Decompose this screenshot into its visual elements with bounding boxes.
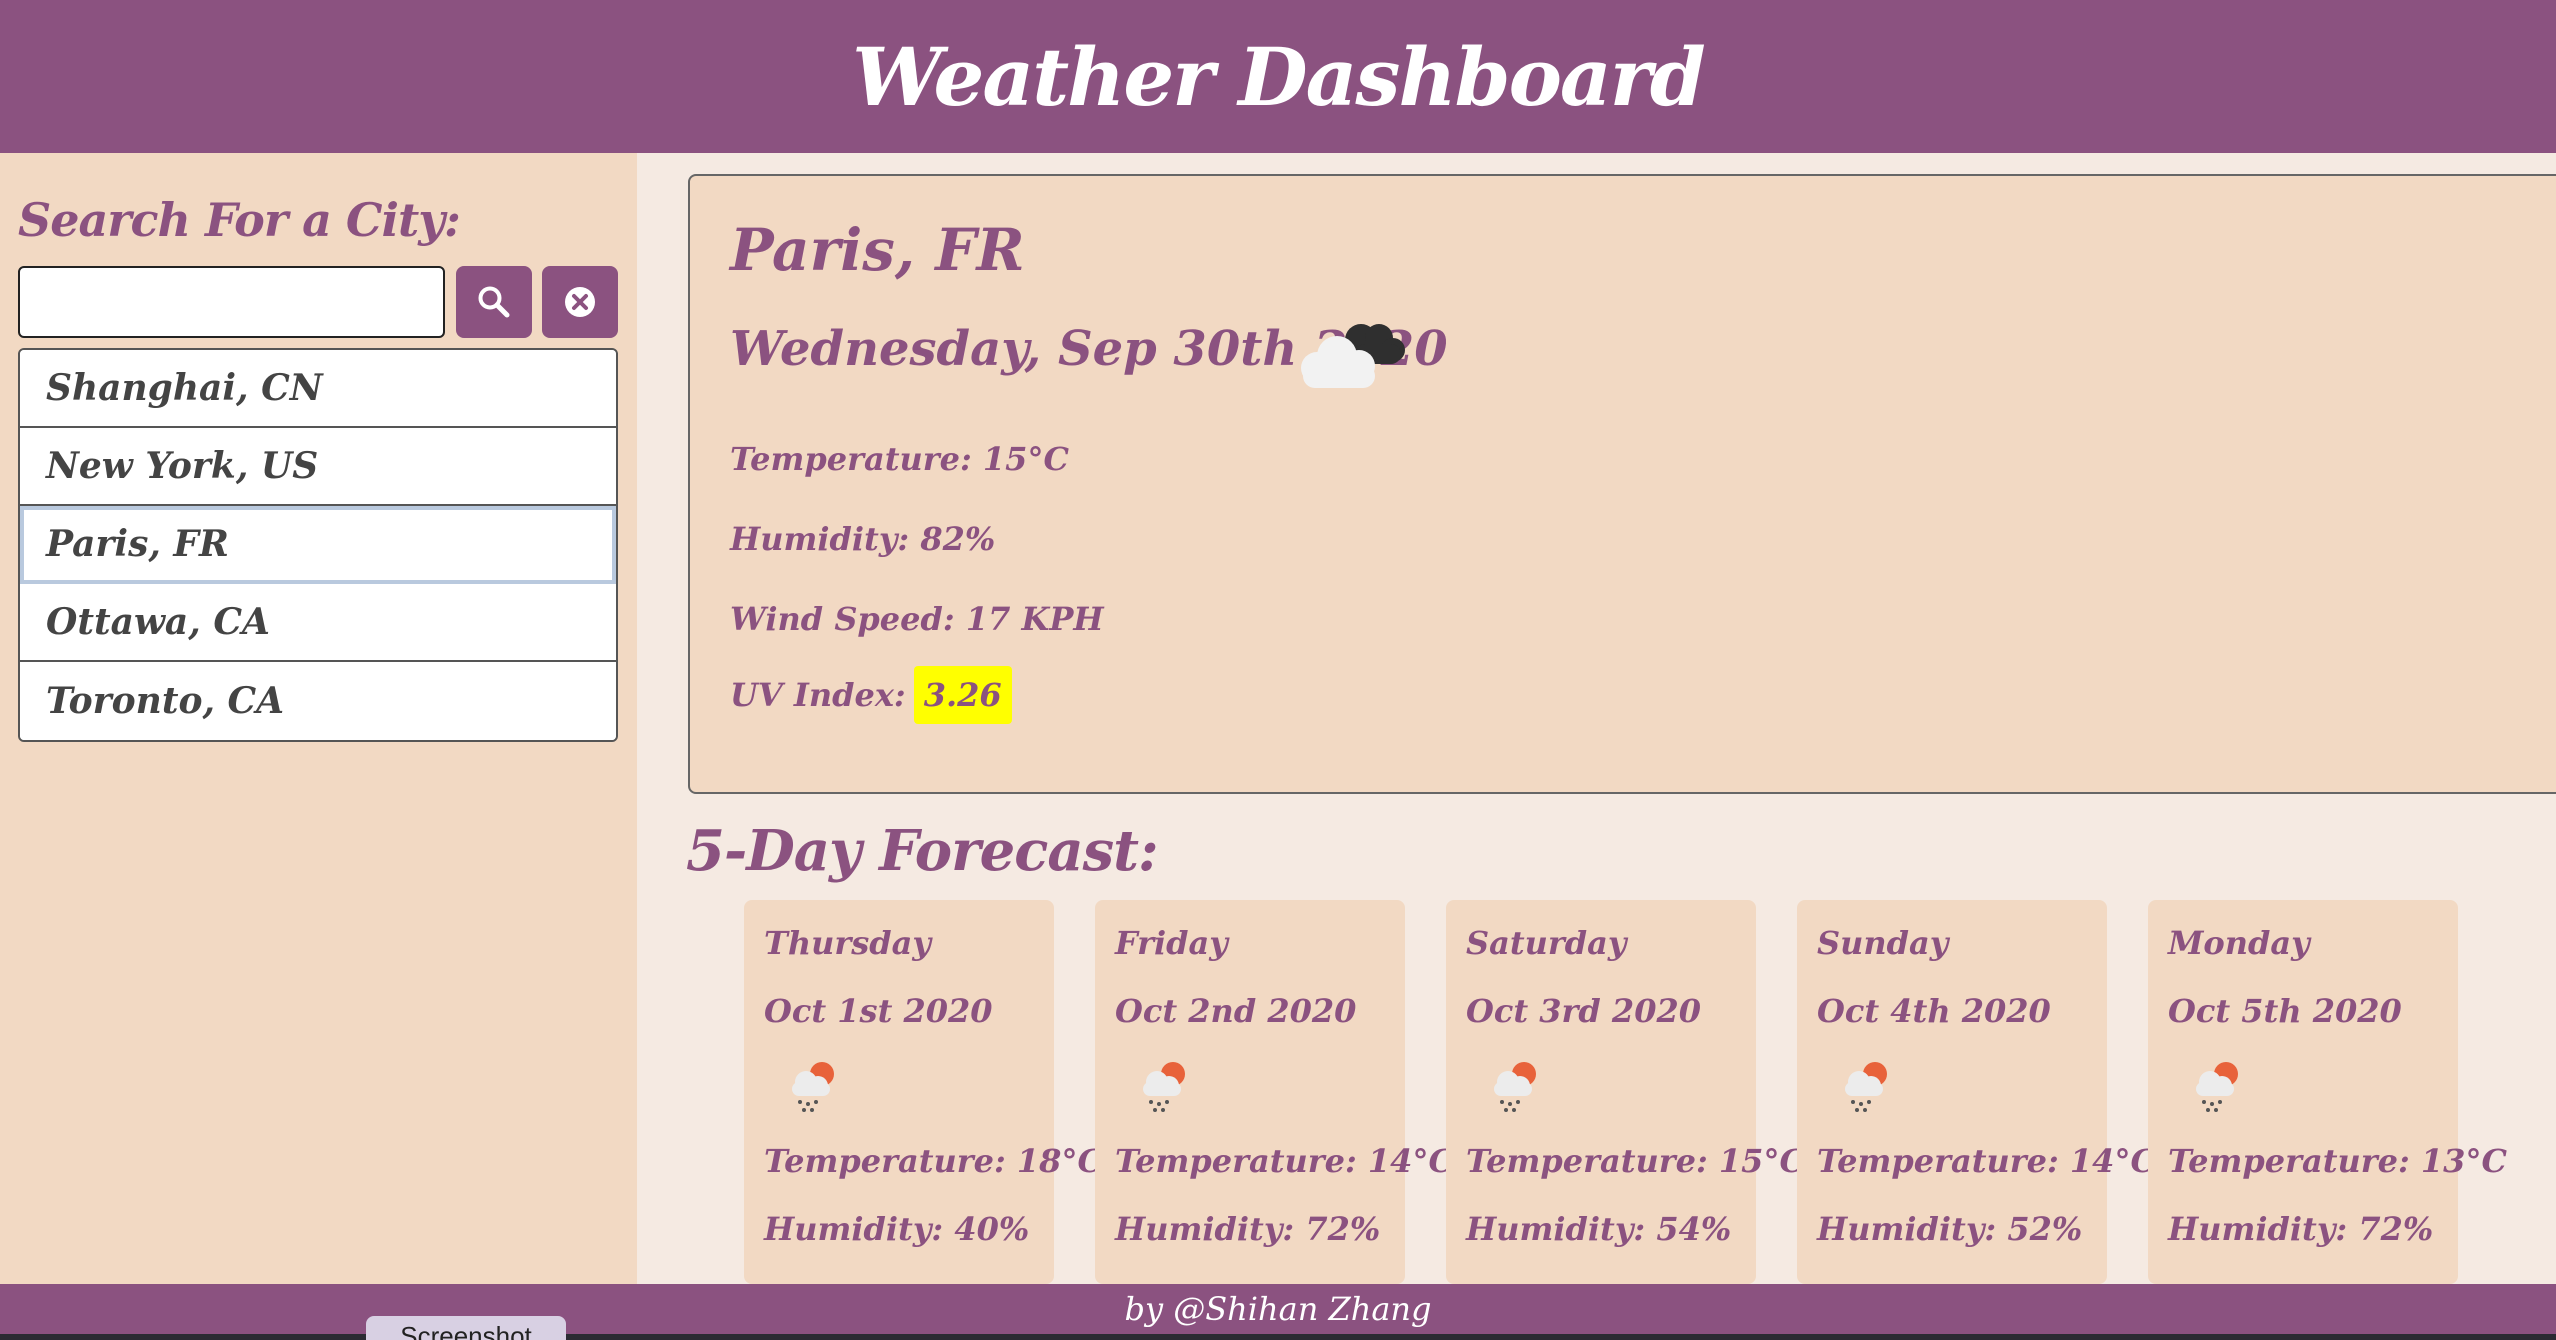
uv-label: UV Index:	[730, 676, 906, 714]
forecast-temperature: Temperature: 14°C	[1115, 1142, 1454, 1180]
page-title: Weather Dashboard	[852, 29, 1706, 124]
sidebar: Search For a City: Shanghai, CN New York…	[0, 153, 637, 1284]
forecast-card: Sunday Oct 4th 2020 Temperature: 14°C Hu…	[1797, 900, 2156, 1284]
uv-index-badge: 3.26	[913, 666, 1012, 724]
current-weather-card: Paris, FR Wednesday, Sep 30th 2020 Tempe…	[688, 174, 2556, 794]
rain-sun-icon	[1486, 1058, 1546, 1118]
forecast-card: Friday Oct 2nd 2020 Temperature: 14°C Hu…	[1095, 900, 1454, 1284]
search-button[interactable]	[456, 266, 532, 338]
search-input[interactable]	[18, 266, 445, 338]
forecast-temperature: Temperature: 13°C	[2168, 1142, 2507, 1180]
search-label: Search For a City:	[18, 193, 461, 247]
forecast-humidity: Humidity: 54%	[1466, 1210, 1732, 1248]
city-item-toronto[interactable]: Toronto, CA	[20, 662, 616, 740]
current-uv-row: UV Index: 3.26	[730, 666, 1012, 724]
forecast-card: Saturday Oct 3rd 2020 Temperature: 15°C …	[1446, 900, 1805, 1284]
screenshot-button[interactable]: Screenshot	[366, 1316, 566, 1340]
forecast-date: Oct 5th 2020	[2168, 992, 2402, 1030]
current-temperature: Temperature: 15°C	[730, 440, 1069, 478]
cloudy-icon	[1295, 314, 1413, 398]
forecast-day: Saturday	[1466, 924, 1627, 962]
forecast-temperature: Temperature: 18°C	[764, 1142, 1103, 1180]
current-humidity: Humidity: 82%	[730, 520, 996, 558]
forecast-humidity: Humidity: 72%	[2168, 1210, 2434, 1248]
current-city: Paris, FR	[730, 216, 1025, 284]
forecast-title: 5-Day Forecast:	[686, 818, 1159, 884]
clear-button[interactable]	[542, 266, 618, 338]
city-item-ottawa[interactable]: Ottawa, CA	[20, 584, 616, 662]
rain-sun-icon	[784, 1058, 844, 1118]
forecast-humidity: Humidity: 40%	[764, 1210, 1030, 1248]
forecast-date: Oct 4th 2020	[1817, 992, 2051, 1030]
rain-sun-icon	[1837, 1058, 1897, 1118]
rain-sun-icon	[1135, 1058, 1195, 1118]
search-icon	[478, 286, 510, 318]
forecast-card: Monday Oct 5th 2020 Temperature: 13°C Hu…	[2148, 900, 2507, 1284]
app-header: Weather Dashboard	[0, 0, 2556, 153]
city-item-new-york[interactable]: New York, US	[20, 428, 616, 506]
forecast-date: Oct 2nd 2020	[1115, 992, 1357, 1030]
forecast-humidity: Humidity: 52%	[1817, 1210, 2083, 1248]
bottom-strip	[0, 1334, 2556, 1340]
forecast-day: Monday	[2168, 924, 2310, 962]
forecast-date: Oct 1st 2020	[764, 992, 993, 1030]
forecast-day: Thursday	[764, 924, 931, 962]
city-item-paris[interactable]: Paris, FR	[20, 506, 616, 584]
forecast-temperature: Temperature: 14°C	[1817, 1142, 2156, 1180]
forecast-date: Oct 3rd 2020	[1466, 992, 1701, 1030]
forecast-day: Sunday	[1817, 924, 1949, 962]
forecast-card: Thursday Oct 1st 2020 Temperature: 18°C …	[744, 900, 1103, 1284]
city-history-list: Shanghai, CN New York, US Paris, FR Otta…	[18, 348, 618, 742]
forecast-day: Friday	[1115, 924, 1228, 962]
footer-credit: by @Shihan Zhang	[1124, 1290, 1432, 1328]
close-circle-icon	[565, 287, 595, 317]
rain-sun-icon	[2188, 1058, 2248, 1118]
city-item-shanghai[interactable]: Shanghai, CN	[20, 350, 616, 428]
forecast-humidity: Humidity: 72%	[1115, 1210, 1381, 1248]
forecast-temperature: Temperature: 15°C	[1466, 1142, 1805, 1180]
current-wind-speed: Wind Speed: 17 KPH	[730, 600, 1104, 638]
